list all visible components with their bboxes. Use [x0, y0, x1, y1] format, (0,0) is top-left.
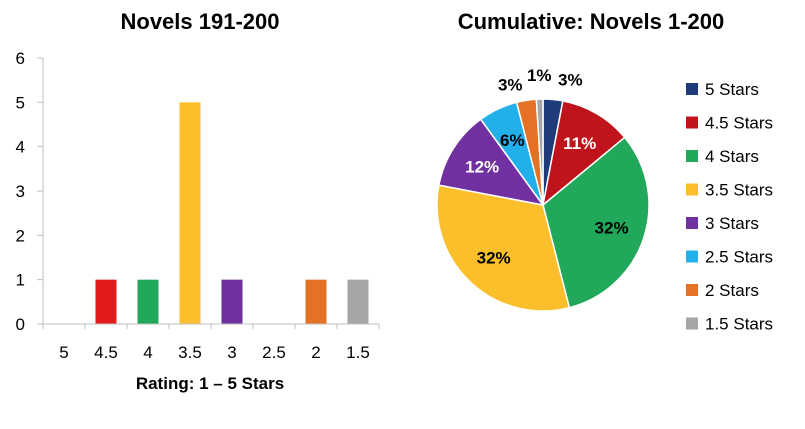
bar-x-axis-label: Rating: 1 – 5 Stars — [136, 374, 284, 393]
y-tick-label: 3 — [16, 182, 25, 201]
pie-slice-3-stars — [438, 118, 545, 207]
x-tick-label: 4.5 — [94, 343, 118, 362]
pie-value-label: 12% — [465, 157, 499, 176]
bar-x-axis: 5 4.5 4 3.5 3 2.5 2 1.5 — [42, 324, 380, 362]
bar-chart-title: Novels 191-200 — [121, 9, 280, 34]
legend-swatch — [686, 317, 698, 330]
legend-entry: 5 Stars — [705, 80, 759, 99]
legend-swatch — [686, 83, 698, 95]
y-tick-label: 4 — [16, 138, 25, 157]
legend-entry: 3.5 Stars — [705, 181, 773, 200]
pie-value-label: 32% — [595, 218, 629, 237]
bar-3 — [221, 279, 243, 324]
pie-slice-1.5-stars — [535, 98, 544, 206]
pie-slices — [436, 98, 650, 312]
y-tick-label: 5 — [16, 93, 25, 112]
legend-swatch — [686, 150, 698, 162]
legend-swatch — [686, 284, 698, 296]
y-tick-label: 2 — [16, 226, 25, 245]
bar-4 — [137, 279, 159, 324]
pie-slice-4.5-stars — [541, 100, 626, 207]
x-tick-label: 5 — [59, 343, 68, 362]
pie-value-label: 6% — [500, 131, 525, 150]
bar-2 — [305, 279, 327, 324]
bar-4.5 — [95, 279, 117, 324]
legend-swatch — [686, 183, 698, 196]
legend-entry: 2.5 Stars — [705, 248, 773, 267]
legend-entry: 2 Stars — [705, 281, 759, 300]
pie-chart: Cumulative: Novels 1-200 3% 11% 32% 32% 12%6… — [436, 9, 773, 334]
pie-value-label: 11% — [563, 134, 596, 153]
legend-swatch — [686, 217, 698, 229]
x-tick-label: 3.5 — [178, 343, 202, 362]
x-tick-label: 3 — [227, 343, 236, 362]
bar-series — [95, 102, 369, 324]
y-tick-label: 1 — [16, 271, 25, 290]
pie-value-label: 3% — [498, 75, 523, 94]
legend-entry: 1.5 Stars — [705, 315, 773, 334]
pie-value-label: 3% — [558, 71, 583, 90]
pie-legend: 5 Stars 4.5 Stars 4 Stars 3.5 Stars 3 Stars 2… — [686, 80, 773, 334]
x-tick-label: 2 — [311, 343, 320, 362]
x-tick-label: 2.5 — [262, 343, 286, 362]
bar-y-axis: 0 1 2 3 4 5 6 — [16, 49, 43, 334]
bar-1.5 — [347, 279, 369, 324]
pie-value-label: 32% — [477, 249, 511, 268]
pie-slice-4-stars — [542, 136, 650, 309]
legend-swatch — [686, 116, 698, 129]
pie-slice-3.5-stars — [436, 184, 571, 312]
pie-chart-title: Cumulative: Novels 1-200 — [458, 9, 725, 34]
y-tick-label: 6 — [16, 49, 25, 68]
x-tick-label: 4 — [143, 343, 152, 362]
pie-value-label: 1% — [527, 66, 552, 85]
bar-3.5 — [179, 102, 201, 324]
legend-entry: 4.5 Stars — [705, 114, 773, 133]
legend-swatch — [686, 250, 698, 263]
legend-entry: 3 Stars — [705, 214, 759, 233]
legend-entry: 4 Stars — [705, 147, 759, 166]
pie-value-labels: 3%11%32%32%12%6%3% 1% — [465, 66, 628, 267]
x-tick-label: 1.5 — [346, 343, 370, 362]
y-tick-label: 0 — [16, 315, 25, 334]
